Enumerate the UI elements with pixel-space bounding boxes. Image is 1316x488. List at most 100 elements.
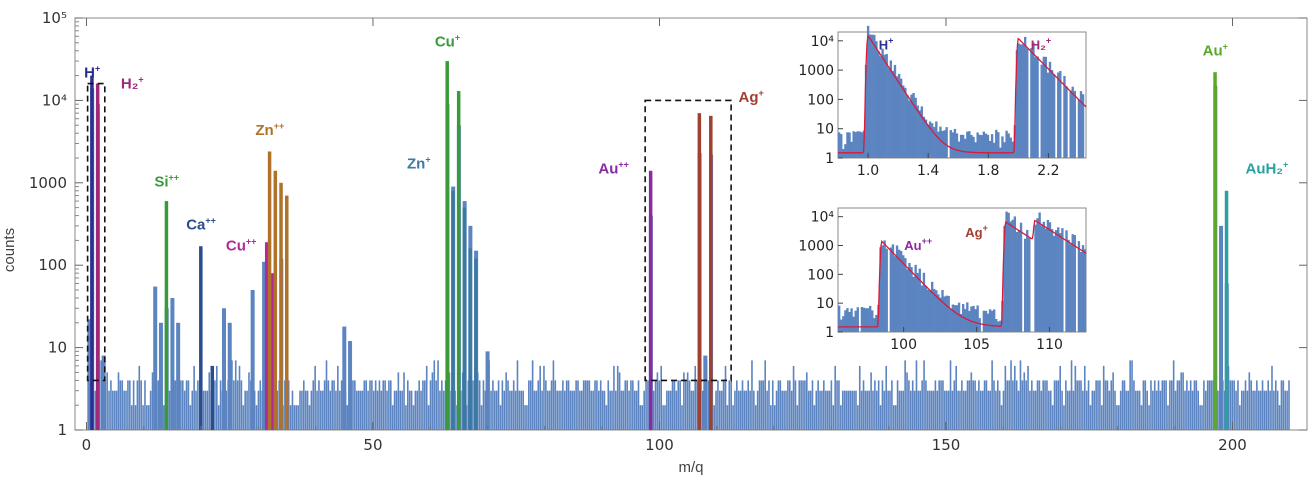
noise-bin: [741, 380, 744, 430]
noise-bin: [371, 380, 373, 430]
noise-bin: [352, 380, 354, 430]
noise-bin: [291, 390, 294, 430]
inset-bin: [854, 132, 857, 158]
peak-bar: [451, 190, 455, 430]
inset-bin: [941, 131, 944, 158]
inset-bin: [920, 285, 924, 332]
noise-bin: [754, 405, 757, 430]
y-tick-label: 10: [48, 339, 67, 357]
noise-bin: [819, 390, 821, 430]
noise-bin: [694, 365, 697, 430]
noise-bin: [308, 405, 311, 430]
inset-bin: [854, 310, 857, 332]
inset-bin: [893, 256, 897, 332]
inset-bin: [908, 100, 911, 158]
inset-bin: [1013, 216, 1017, 332]
peak-bar: [462, 207, 467, 430]
noise-bin: [675, 390, 678, 430]
noise-bin: [1189, 380, 1192, 430]
noise-bin: [1274, 380, 1277, 430]
noise-bin: [115, 390, 118, 430]
noise-bin: [1104, 380, 1107, 430]
noise-bin: [717, 380, 719, 430]
noise-bin: [225, 390, 228, 430]
noise-bin: [546, 390, 549, 430]
noise-bin: [511, 390, 513, 430]
inset-bin: [1046, 219, 1050, 332]
noise-bin: [1085, 390, 1088, 430]
noise-bin: [824, 390, 827, 430]
noise-bin: [885, 365, 888, 430]
noise-bin: [414, 390, 417, 430]
inset-bin: [904, 87, 907, 158]
noise-bin: [380, 390, 383, 430]
inset-bin: [1040, 64, 1043, 158]
noise-bin: [108, 390, 110, 430]
noise-bin: [887, 390, 889, 430]
noise-bin: [635, 390, 638, 430]
noise-bin: [656, 372, 659, 430]
noise-bin: [645, 380, 647, 430]
noise-bin: [582, 380, 585, 430]
noise-bin: [1195, 380, 1198, 430]
noise-bin: [401, 390, 403, 430]
noise-bin: [427, 405, 430, 430]
inset-bin: [889, 247, 893, 332]
x-axis-label: m/q: [678, 459, 703, 476]
noise-bin: [507, 380, 509, 430]
noise-bin: [928, 390, 931, 430]
noise-bin: [441, 380, 443, 430]
inset-bin: [933, 126, 936, 158]
noise-bin: [762, 380, 765, 430]
noise-bin: [932, 390, 935, 430]
noise-bin: [881, 380, 884, 430]
inset-bin: [1032, 42, 1035, 159]
noise-bin: [335, 390, 337, 430]
noise-bin: [891, 380, 893, 430]
inset-y-tick-label: 10: [816, 296, 834, 312]
inset-y-tick-label: 1000: [798, 63, 834, 79]
noise-bin: [420, 390, 422, 430]
noise-bin: [146, 405, 148, 430]
noise-bin: [1259, 390, 1262, 430]
inset-x-tick-label: 100: [890, 337, 917, 353]
noise-bin: [412, 405, 415, 430]
noise-bin: [1112, 372, 1114, 430]
noise-bin: [193, 365, 195, 430]
inset-bin: [864, 308, 868, 332]
noise-bin: [524, 405, 526, 430]
noise-bin: [180, 380, 182, 430]
inset-bin: [957, 141, 961, 158]
noise-bin: [1131, 360, 1133, 430]
noise-bin: [433, 360, 436, 430]
inset-bin: [916, 272, 919, 332]
noise-bin: [125, 390, 127, 430]
noise-bin: [1239, 405, 1241, 430]
inset-bin: [1048, 222, 1052, 332]
noise-bin: [121, 380, 124, 430]
inset-bin: [993, 142, 996, 158]
noise-bin: [938, 380, 940, 430]
noise-bin: [766, 390, 768, 430]
inset-bin: [1044, 228, 1048, 332]
inset-bin: [873, 34, 876, 158]
noise-bin: [429, 380, 432, 430]
noise-bin: [966, 380, 969, 430]
noise-bin: [435, 380, 437, 430]
noise-bin: [658, 380, 661, 430]
inset-bin: [906, 95, 909, 158]
inset-chart-hydrogen: H+ H₂+ 1.0 1.4 1.8 2.2 1 10 100 1000 10⁴: [798, 25, 1087, 179]
noise-bin: [1057, 380, 1060, 430]
peak-label: Si++: [154, 173, 179, 191]
noise-bin: [325, 360, 328, 430]
noise-bin: [1040, 390, 1043, 430]
noise-bin: [925, 380, 927, 430]
inset-bin: [1036, 218, 1039, 332]
noise-bin: [238, 365, 241, 430]
inset-bin: [976, 132, 979, 158]
inset-bin: [993, 309, 996, 332]
y-tick-label: 100: [38, 256, 67, 274]
peak-bar: [474, 258, 478, 430]
noise-bin: [934, 380, 937, 430]
